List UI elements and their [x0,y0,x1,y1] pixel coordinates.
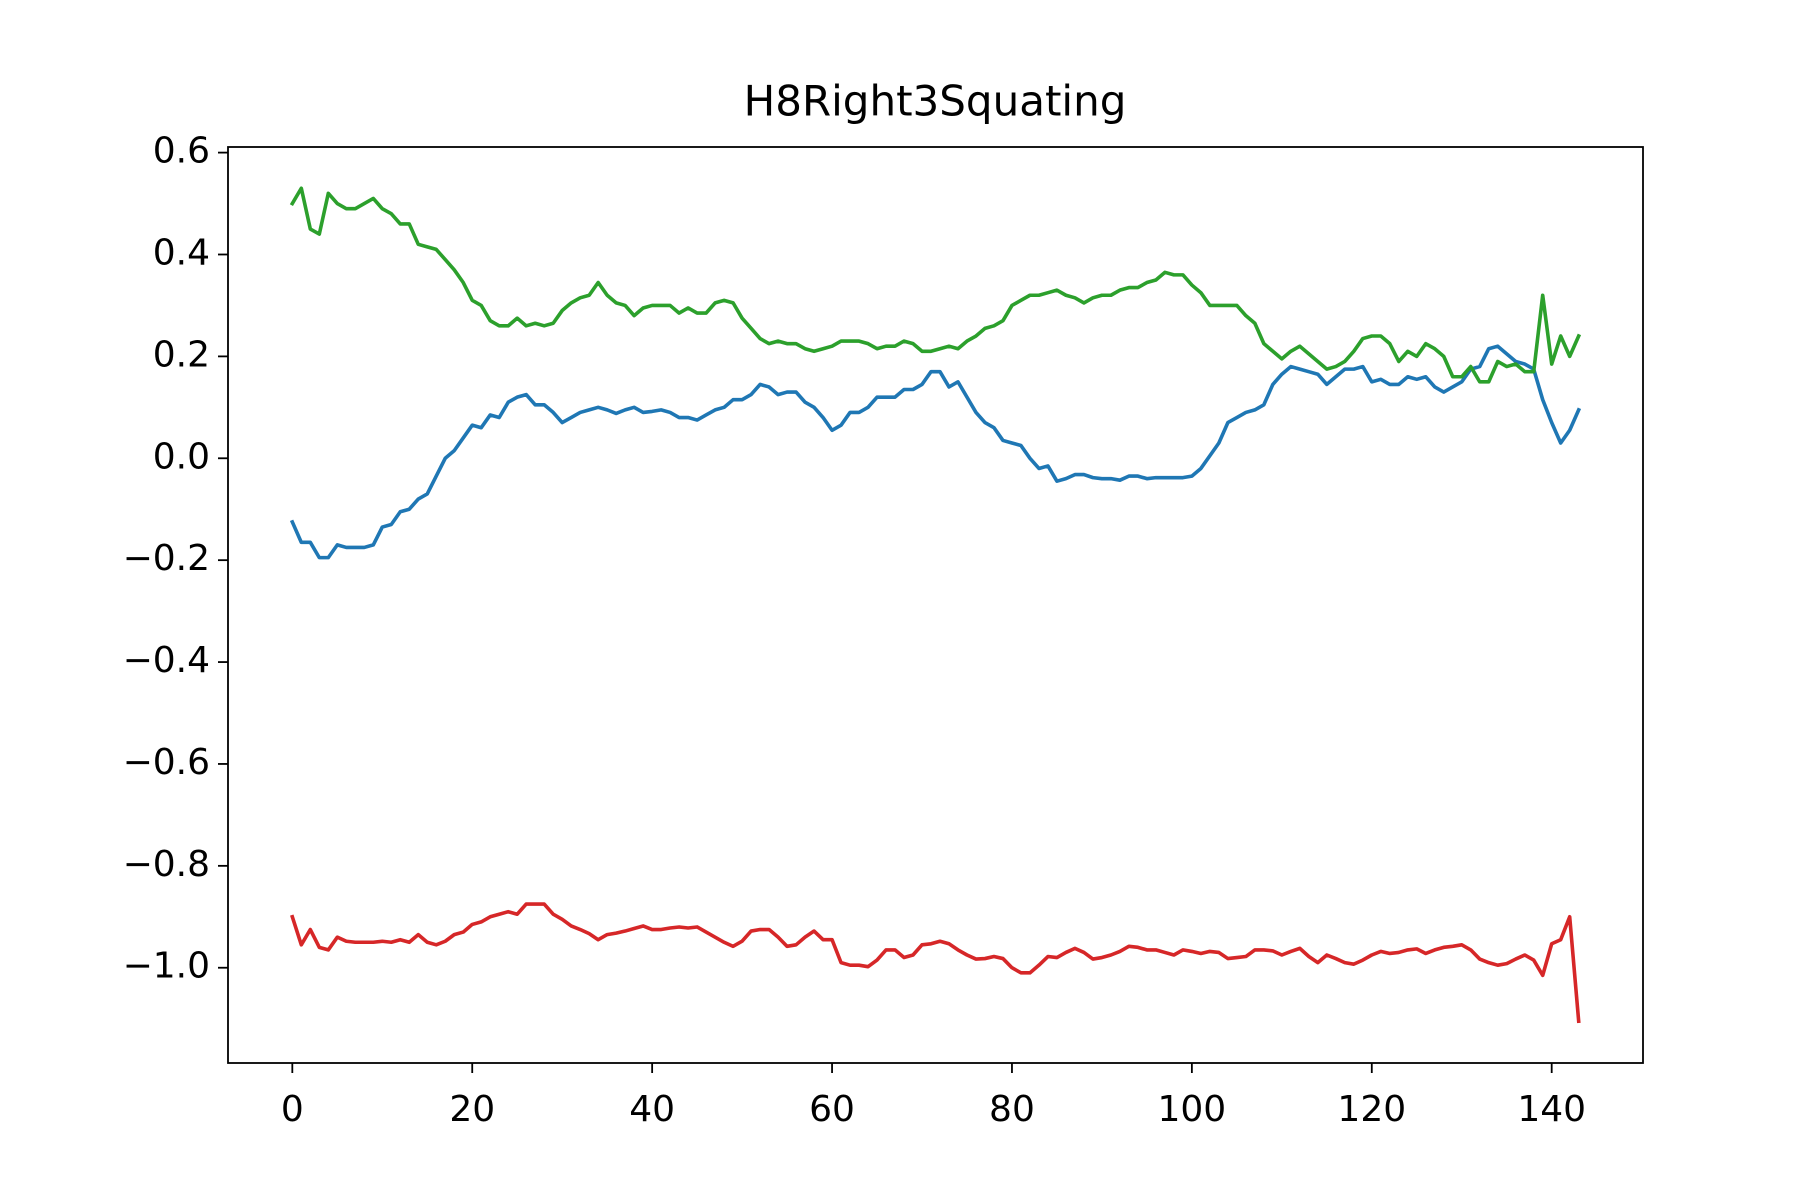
x-tick-label: 120 [1337,1089,1406,1130]
data-line [290,902,1581,1024]
data-line [289,344,1582,560]
y-tick-label: 0.6 [153,131,210,172]
y-tick-label: 0.4 [153,232,210,273]
y-tick-label: −0.4 [123,640,210,681]
x-tick-label: 140 [1517,1089,1586,1130]
y-tick-label: −0.2 [123,538,210,579]
x-tick-label: 100 [1158,1089,1227,1130]
chart-title: H8Right3Squating [744,77,1127,126]
x-tick-label: 20 [449,1089,495,1130]
y-tick-label: 0.0 [153,436,210,477]
x-tick-label: 0 [281,1089,304,1130]
plot-frame [227,146,1644,1064]
y-tick-label: 0.2 [153,334,210,375]
y-tick-label: −0.6 [123,742,210,783]
x-tick-label: 40 [629,1089,675,1130]
y-tick-label: −0.8 [123,844,210,885]
x-tick-label: 80 [989,1089,1035,1130]
x-tick-label: 60 [809,1089,855,1130]
data-line [289,186,1582,384]
y-tick-label: −1.0 [123,946,210,987]
